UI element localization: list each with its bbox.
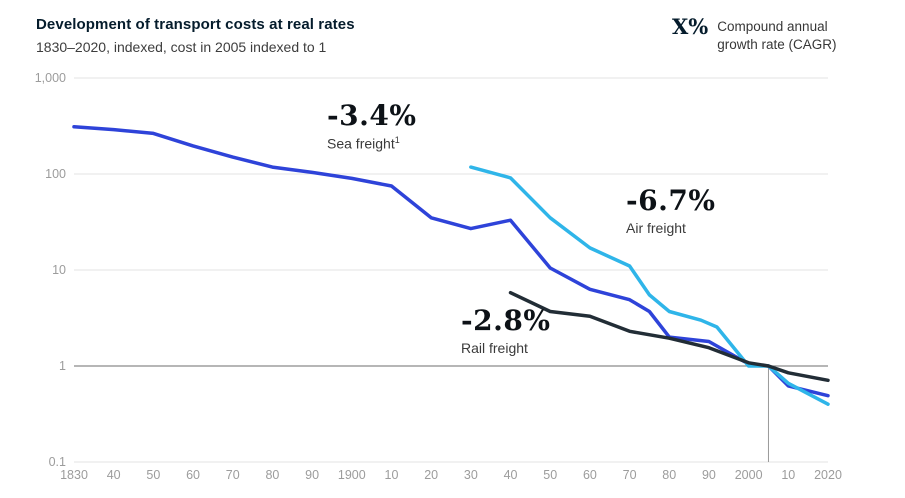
rail-freight-cagr-value: -2.8%	[461, 304, 551, 337]
sea-freight-cagr-value: -3.4%	[327, 99, 417, 132]
sea-freight-annotation: -3.4% Sea freight1	[327, 101, 416, 152]
x-axis-tick-label: 1900	[338, 468, 366, 482]
x-axis-tick-label: 10	[781, 468, 795, 482]
x-axis-tick-label: 2000	[735, 468, 763, 482]
cagr-legend-line1: Compound annual	[717, 19, 828, 34]
x-axis-tick-label: 50	[146, 468, 160, 482]
x-axis-tick-label: 50	[543, 468, 557, 482]
cagr-legend-symbol: X%	[672, 14, 709, 39]
x-axis-tick-label: 70	[226, 468, 240, 482]
x-axis-tick-label: 60	[583, 468, 597, 482]
x-axis-tick-label: 80	[265, 468, 279, 482]
sea-freight-series-label: Sea freight1	[327, 135, 400, 152]
air-freight-cagr-value: -6.7%	[626, 184, 716, 217]
x-axis-tick-label: 2020	[814, 468, 842, 482]
air-freight-series-label: Air freight	[626, 220, 686, 236]
rail-freight-annotation: -2.8% Rail freight	[461, 304, 551, 357]
rail-freight-line	[508, 290, 830, 383]
x-axis-tick-label: 70	[623, 468, 637, 482]
x-axis-tick-label: 90	[305, 468, 319, 482]
footnote-marker: 1	[394, 135, 400, 145]
x-axis-tick-label: 90	[702, 468, 716, 482]
sea-freight-line	[72, 125, 830, 398]
x-axis-tick-label: 60	[186, 468, 200, 482]
rail-freight-series-label: Rail freight	[461, 340, 528, 356]
x-axis-tick-label: 10	[385, 468, 399, 482]
chart-title: Development of transport costs at real r…	[36, 16, 355, 33]
cagr-legend-description: Compound annual growth rate (CAGR)	[717, 16, 836, 54]
x-axis-tick-label: 40	[107, 468, 121, 482]
y-axis-tick-label: 1	[59, 359, 66, 373]
chart-subtitle: 1830–2020, indexed, cost in 2005 indexed…	[36, 39, 327, 55]
cagr-legend: X% Compound annual growth rate (CAGR)	[672, 16, 837, 54]
x-axis-tick-label: 80	[662, 468, 676, 482]
y-axis-tick-label: 1,000	[35, 71, 66, 85]
x-axis-tick-label: 40	[504, 468, 518, 482]
cagr-legend-line2: growth rate (CAGR)	[717, 37, 837, 52]
y-axis-tick-label: 10	[52, 263, 66, 277]
x-axis-tick-label: 1830	[60, 468, 88, 482]
air-freight-annotation: -6.7% Air freight	[626, 184, 716, 237]
y-axis-tick-label: 0.1	[49, 455, 66, 469]
x-axis-tick-label: 20	[424, 468, 438, 482]
y-axis-tick-label: 100	[45, 167, 66, 181]
x-axis-tick-label: 30	[464, 468, 478, 482]
